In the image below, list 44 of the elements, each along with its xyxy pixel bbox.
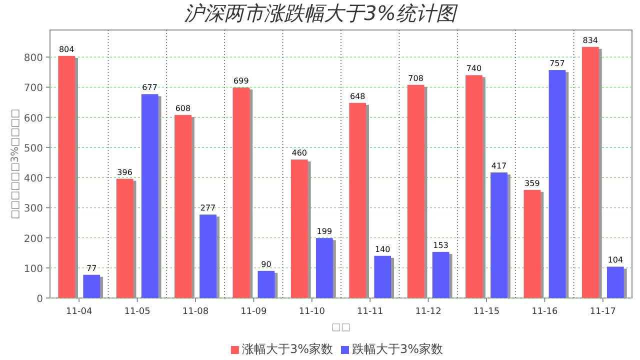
y-tick-label: 100 bbox=[24, 264, 43, 275]
y-tick-label: 0 bbox=[36, 294, 43, 305]
x-tick-label: 11-08 bbox=[182, 307, 209, 317]
x-tick-label: 11-10 bbox=[298, 307, 326, 317]
data-label: 834 bbox=[582, 36, 598, 45]
x-tick-label: 11-12 bbox=[415, 307, 442, 317]
data-label: 648 bbox=[350, 92, 366, 101]
data-label: 740 bbox=[466, 64, 482, 74]
y-axis-title: □□□□□□3%□□□□ bbox=[10, 108, 21, 220]
chart-title: 沪深两市涨跌幅大于3%统计图 bbox=[184, 1, 458, 25]
data-label: 396 bbox=[117, 168, 132, 177]
data-label: 90 bbox=[261, 260, 272, 269]
x-tick-label: 11-11 bbox=[357, 307, 384, 317]
x-tick-label: 11-04 bbox=[66, 307, 92, 317]
data-label: 804 bbox=[58, 44, 74, 54]
legend-label: 跌幅大于3%家数 bbox=[352, 342, 444, 356]
data-label: 608 bbox=[175, 104, 191, 113]
data-label: 708 bbox=[408, 74, 424, 83]
data-label: 677 bbox=[142, 83, 158, 92]
x-tick-label: 11-17 bbox=[590, 307, 616, 317]
x-tick-label: 11-05 bbox=[124, 307, 150, 317]
x-axis-title: □□ bbox=[332, 322, 350, 333]
data-label: 153 bbox=[433, 240, 448, 250]
y-tick-label: 700 bbox=[24, 83, 43, 94]
data-label: 277 bbox=[200, 204, 216, 213]
x-tick-label: 11-16 bbox=[532, 307, 558, 317]
data-label: 417 bbox=[491, 161, 507, 170]
data-label: 359 bbox=[524, 178, 540, 188]
y-tick-label: 400 bbox=[24, 174, 43, 185]
data-label: 77 bbox=[86, 264, 97, 273]
x-tick-label: 11-15 bbox=[473, 307, 500, 317]
data-label: 140 bbox=[374, 244, 390, 254]
y-tick-label: 600 bbox=[24, 113, 43, 124]
data-label: 104 bbox=[608, 256, 624, 265]
data-label: 757 bbox=[550, 59, 565, 68]
data-label: 199 bbox=[316, 227, 332, 236]
y-tick-label: 200 bbox=[24, 234, 43, 245]
legend-label: 涨幅大于3%家数 bbox=[242, 342, 333, 356]
y-tick-label: 300 bbox=[24, 204, 43, 215]
y-tick-label: 800 bbox=[24, 53, 43, 64]
x-tick-label: 11-09 bbox=[240, 307, 268, 317]
data-label: 460 bbox=[292, 148, 308, 158]
data-label: 699 bbox=[234, 76, 249, 86]
y-tick-label: 500 bbox=[24, 143, 43, 154]
